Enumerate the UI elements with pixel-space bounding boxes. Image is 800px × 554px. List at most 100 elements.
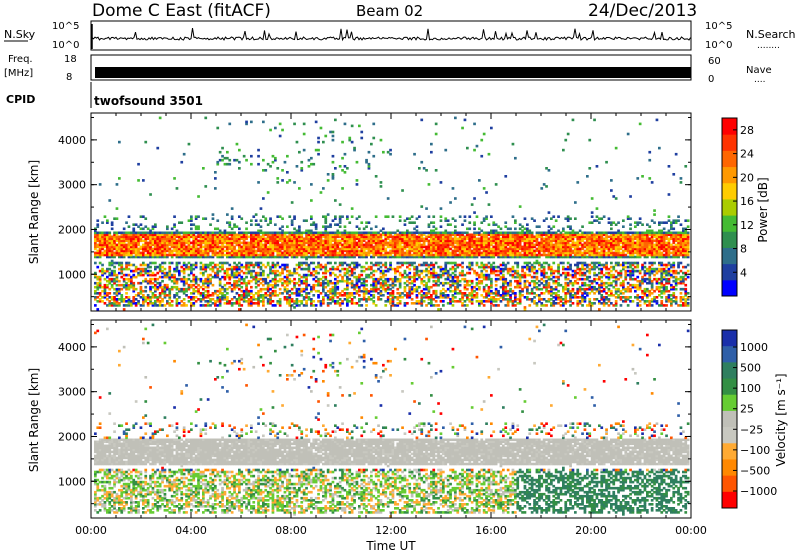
range-gate-cell — [293, 181, 296, 184]
range-gate-cell — [140, 304, 143, 307]
range-gate-cell — [344, 272, 347, 275]
range-gate-cell — [104, 278, 107, 281]
range-gate-cell — [195, 262, 198, 265]
range-gate-cell — [147, 242, 150, 245]
range-gate-cell — [348, 270, 351, 273]
range-gate-cell — [305, 230, 308, 233]
range-gate-cell — [404, 282, 407, 285]
range-gate-cell — [473, 197, 476, 200]
range-gate-cell — [260, 236, 263, 239]
range-gate-cell — [418, 167, 421, 170]
range-gate-cell — [392, 268, 395, 271]
range-gate-cell — [466, 294, 469, 297]
range-gate-cell — [464, 304, 467, 307]
range-gate-cell — [394, 268, 397, 271]
range-gate-cell — [416, 217, 419, 220]
range-gate-cell — [459, 298, 462, 301]
range-gate-cell — [514, 286, 517, 289]
range-gate-cell — [476, 215, 479, 218]
range-gate-cell — [473, 270, 476, 273]
range-gate-cell — [377, 262, 380, 265]
range-gate-cell — [533, 296, 536, 299]
range-gate-cell — [399, 215, 402, 218]
range-gate-cell — [262, 159, 265, 162]
range-gate-cell — [447, 288, 450, 291]
range-gate-cell — [149, 274, 152, 277]
range-gate-cell — [334, 300, 337, 303]
range-gate-cell — [425, 282, 428, 285]
range-gate-cell — [116, 207, 119, 210]
range-gate-cell — [468, 284, 471, 287]
range-gate-cell — [106, 280, 109, 283]
range-gate-cell — [430, 143, 433, 146]
range-gate-cell — [509, 232, 512, 235]
range-gate-cell — [533, 300, 536, 303]
range-gate-cell — [425, 169, 428, 172]
range-gate-cell — [396, 296, 399, 299]
range-gate-cell — [279, 244, 282, 247]
range-gate-cell — [423, 284, 426, 287]
range-gate-cell — [135, 298, 138, 301]
range-gate-cell — [507, 298, 510, 301]
range-gate-cell — [113, 252, 116, 255]
range-gate-cell — [389, 149, 392, 152]
range-gate-cell — [413, 153, 416, 156]
range-gate-cell — [490, 248, 493, 251]
nsearch-tick-bottom: 10^0 — [705, 40, 732, 51]
range-gate-cell — [219, 159, 222, 162]
range-gate-cell — [284, 296, 287, 299]
range-gate-cell — [200, 232, 203, 235]
range-gate-cell — [228, 268, 231, 271]
range-gate-cell — [243, 266, 246, 269]
range-gate-cell — [140, 252, 143, 255]
range-gate-cell — [360, 137, 363, 140]
range-gate-cell — [411, 298, 414, 301]
range-gate-cell — [216, 219, 219, 222]
range-gate-cell — [504, 304, 507, 307]
range-gate-cell — [336, 240, 339, 243]
range-gate-cell — [370, 266, 373, 269]
range-gate-cell — [334, 274, 337, 277]
range-gate-cell — [243, 232, 246, 235]
range-gate-cell — [526, 228, 529, 231]
range-gate-cell — [396, 292, 399, 295]
range-gate-cell — [185, 288, 188, 291]
range-gate-cell — [363, 278, 366, 281]
range-gate-cell — [411, 302, 414, 305]
range-gate-cell — [500, 228, 503, 231]
range-gate-cell — [221, 262, 224, 265]
range-gate-cell — [310, 230, 313, 233]
range-gate-cell — [322, 232, 325, 235]
freq-band — [95, 67, 691, 78]
range-gate-cell — [476, 145, 479, 148]
range-gate-cell — [401, 189, 404, 192]
range-gate-cell — [128, 296, 131, 299]
range-gate-cell — [276, 274, 279, 277]
range-gate-cell — [432, 254, 435, 257]
range-gate-cell — [255, 223, 258, 226]
range-gate-cell — [164, 284, 167, 287]
range-gate-cell — [365, 252, 368, 255]
range-gate-cell — [226, 292, 229, 295]
range-gate-cell — [171, 232, 174, 235]
range-gate-cell — [188, 262, 191, 265]
range-gate-cell — [140, 215, 143, 218]
range-gate-cell — [471, 203, 474, 206]
range-gate-cell — [120, 284, 123, 287]
range-gate-cell — [125, 304, 128, 307]
range-gate-cell — [485, 290, 488, 293]
range-gate-cell — [176, 262, 179, 265]
range-gate-cell — [260, 225, 263, 228]
range-gate-cell — [176, 286, 179, 289]
range-gate-cell — [394, 276, 397, 279]
range-gate-cell — [140, 282, 143, 285]
range-gate-cell — [507, 282, 510, 285]
range-gate-cell — [101, 300, 104, 303]
range-gate-cell — [154, 266, 157, 269]
range-gate-cell — [281, 252, 284, 255]
range-gate-cell — [420, 290, 423, 293]
range-gate-cell — [250, 296, 253, 299]
range-gate-cell — [387, 232, 390, 235]
range-gate-cell — [377, 268, 380, 271]
range-gate-cell — [132, 256, 135, 259]
